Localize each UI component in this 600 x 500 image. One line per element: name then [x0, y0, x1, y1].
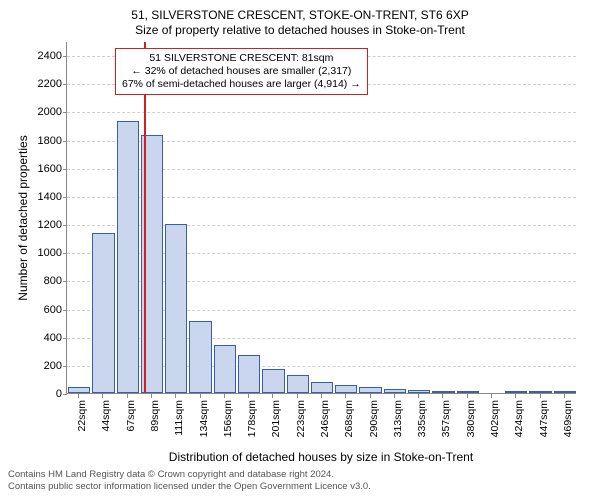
- x-tick-label: 201sqm: [270, 400, 282, 437]
- y-tick-label: 1200: [12, 219, 62, 231]
- y-tick-label: 600: [12, 304, 62, 316]
- chart-title-line-2: Size of property relative to detached ho…: [8, 23, 592, 38]
- footer-attribution: Contains HM Land Registry data © Crown c…: [8, 469, 592, 492]
- x-tick-label: 246sqm: [319, 400, 331, 437]
- y-tick-label: 1600: [12, 163, 62, 175]
- x-tick-label: 469sqm: [562, 400, 574, 437]
- bar: [287, 375, 309, 393]
- annotation-line-2: ← 32% of detached houses are smaller (2,…: [122, 65, 361, 78]
- x-tick-label: 223sqm: [295, 400, 307, 437]
- bar: [554, 391, 576, 393]
- x-tick-label: 290sqm: [368, 400, 380, 437]
- y-tick-label: 2400: [12, 50, 62, 62]
- x-tick-label: 67sqm: [125, 400, 137, 432]
- x-tick-label: 447sqm: [538, 400, 550, 437]
- bar: [238, 355, 260, 393]
- x-tick-label: 402sqm: [489, 400, 501, 437]
- histogram-chart: 51, SILVERSTONE CRESCENT, STOKE-ON-TRENT…: [8, 8, 592, 492]
- bar: [189, 321, 211, 393]
- y-tick-label: 1800: [12, 135, 62, 147]
- x-tick-label: 268sqm: [343, 400, 355, 437]
- annotation-box: 51 SILVERSTONE CRESCENT: 81sqm ← 32% of …: [115, 48, 368, 95]
- x-axis-label: Distribution of detached houses by size …: [66, 450, 576, 464]
- y-tick-label: 2200: [12, 78, 62, 90]
- x-ticks: 22sqm 44sqm 67sqm 89sqm 111sqm 134sqm 156sqm 17…: [66, 398, 576, 448]
- footer-line-2: Contains public sector information licen…: [8, 481, 592, 492]
- chart-title-block: 51, SILVERSTONE CRESCENT, STOKE-ON-TRENT…: [8, 8, 592, 38]
- x-tick-label: 22sqm: [76, 400, 88, 432]
- bar: [92, 233, 114, 393]
- footer-line-1: Contains HM Land Registry data © Crown c…: [8, 469, 592, 480]
- x-tick-label: 424sqm: [513, 400, 525, 437]
- bar: [457, 391, 479, 393]
- bar: [214, 345, 236, 393]
- bar: [117, 121, 139, 393]
- x-tick-label: 89sqm: [149, 400, 161, 432]
- bar: [311, 382, 333, 393]
- bar: [165, 224, 187, 393]
- x-tick-label: 335sqm: [416, 400, 428, 437]
- bar: [529, 391, 551, 393]
- y-tick-label: 1000: [12, 247, 62, 259]
- y-ticks: 0200400600800100012001400160018002000220…: [8, 42, 66, 394]
- bar: [505, 391, 527, 393]
- bar: [68, 387, 90, 393]
- bar: [384, 389, 406, 393]
- bar: [335, 385, 357, 393]
- annotation-line-3: 67% of semi-detached houses are larger (…: [122, 78, 361, 91]
- y-tick-label: 0: [12, 388, 62, 400]
- y-tick-label: 2000: [12, 106, 62, 118]
- bar: [432, 391, 454, 393]
- plot-area: Number of detached properties 51 SILVERS…: [66, 42, 576, 394]
- x-tick-label: 313sqm: [392, 400, 404, 437]
- chart-title-line-1: 51, SILVERSTONE CRESCENT, STOKE-ON-TRENT…: [8, 8, 592, 23]
- bar: [408, 390, 430, 393]
- annotation-line-1: 51 SILVERSTONE CRESCENT: 81sqm: [122, 52, 361, 65]
- y-tick-label: 800: [12, 275, 62, 287]
- x-tick-label: 357sqm: [440, 400, 452, 437]
- x-tick-label: 178sqm: [246, 400, 258, 437]
- y-tick-label: 1400: [12, 191, 62, 203]
- bar: [262, 369, 284, 393]
- x-tick-label: 44sqm: [100, 400, 112, 432]
- x-tick-label: 380sqm: [465, 400, 477, 437]
- y-tick-label: 200: [12, 360, 62, 372]
- x-tick-label: 156sqm: [222, 400, 234, 437]
- x-tick-label: 134sqm: [198, 400, 210, 437]
- y-tick-label: 400: [12, 332, 62, 344]
- bar: [359, 387, 381, 393]
- x-tick-label: 111sqm: [173, 400, 185, 436]
